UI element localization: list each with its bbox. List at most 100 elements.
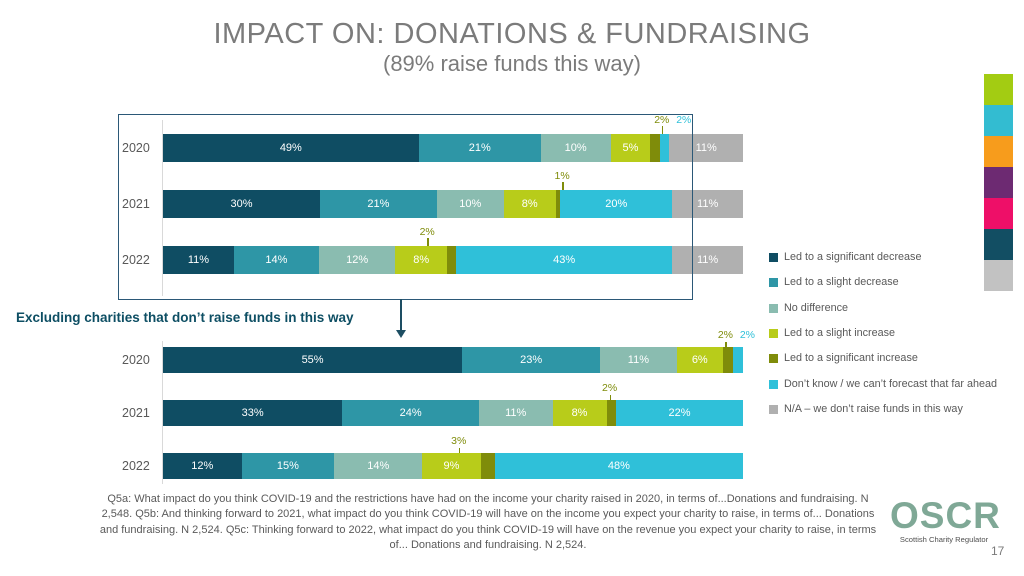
above-label-zone: 2%: [163, 382, 743, 400]
segment-label: 10%: [564, 142, 587, 154]
leader-tick: [562, 182, 564, 190]
bar-segment: 43%: [456, 246, 673, 274]
leader-tick: [661, 126, 664, 134]
above-bar-label: 2%: [676, 114, 692, 126]
above-label-zone: 2% 2%: [163, 329, 755, 347]
bar-track: 49% 21% 10% 5% 11%: [163, 134, 743, 162]
legend-item-label: N/A – we don’t raise funds in this way: [784, 402, 963, 415]
segment-label: 12%: [346, 254, 369, 266]
bar-segment: [722, 347, 733, 373]
year-label: 2020: [122, 353, 150, 367]
accent-swatch-5: [984, 229, 1013, 260]
segment-label: 6%: [691, 354, 708, 366]
oscr-logo: OSCR Scottish Charity Regulator: [890, 495, 1001, 544]
above-bar-label: 2%: [419, 226, 435, 238]
segment-label: 15%: [276, 460, 299, 472]
legend-swatch-icon: [769, 303, 778, 313]
bar-row-2022: 3% 2022 12% 15% 14% 9% 48%: [120, 435, 743, 479]
legend-item-6: N/A – we don’t raise funds in this way: [769, 402, 1019, 415]
chart-legend: Led to a significant decrease Led to a sl…: [769, 251, 1019, 429]
legend-item-5: Don’t know / we can’t forecast that far …: [769, 377, 1019, 390]
segment-label: 8%: [571, 407, 588, 419]
legend-swatch-icon: [769, 404, 778, 414]
bar-segment: 24%: [342, 400, 479, 426]
above-bar-label: 2%: [717, 329, 734, 341]
oscr-logo-text: OSCR: [890, 495, 1001, 536]
segment-label: 5%: [622, 142, 639, 154]
above-label-zone: 2% 2%: [163, 114, 743, 134]
segment-label: 11%: [505, 407, 527, 419]
segment-label: 11%: [187, 254, 210, 266]
segment-label: 55%: [301, 354, 324, 366]
above-bar-label: 2%: [602, 382, 618, 394]
legend-item-label: Don’t know / we can’t forecast that far …: [784, 377, 998, 390]
segment-label: 11%: [627, 354, 649, 366]
bar-segment: [650, 134, 660, 162]
accent-swatch-0: [984, 74, 1013, 105]
page-subtitle: (89% raise funds this way): [383, 51, 641, 77]
bar-track: 12% 15% 14% 9% 48%: [163, 453, 743, 479]
year-label: 2020: [122, 141, 150, 155]
bar-segment: 21%: [320, 190, 437, 218]
bar-segment: 14%: [334, 453, 423, 479]
segment-label: 49%: [279, 142, 302, 154]
bar-row-2021: 2% 2021 33% 24% 11% 8% 22%: [120, 382, 743, 426]
bar-line: 2020 55% 23% 11% 6%: [120, 347, 743, 373]
bar-segment: 30%: [163, 190, 321, 218]
bar-track: 30% 21% 10% 8% 20% 11%: [163, 190, 743, 218]
segment-label: 21%: [367, 198, 390, 210]
legend-swatch-icon: [769, 354, 778, 364]
bar-segment: 15%: [241, 453, 335, 479]
bar-segment: 49%: [163, 134, 419, 162]
above-bar-label: 1%: [554, 170, 570, 182]
bottom-chart-axis-line: [162, 341, 163, 484]
bar-segment: [480, 453, 495, 479]
leader-tick: [458, 448, 461, 453]
bar-track: 11% 14% 12% 8% 43% 11%: [163, 246, 744, 274]
flow-arrow-head-icon: [396, 330, 406, 338]
bar-segment: 12%: [319, 246, 396, 274]
bar-segment: 11%: [669, 134, 743, 162]
bar-row-2021: 1% 2021 30% 21% 10% 8% 20% 11%: [120, 170, 743, 218]
segment-label: 8%: [413, 254, 430, 266]
above-label-zone: 2%: [163, 226, 743, 246]
year-label: 2021: [122, 197, 150, 211]
chart-all-charities: 2% 2% 2020 49% 21% 10% 5% 11% 1% 2021 30% 21% 10% 8% 2…: [120, 114, 744, 282]
above-label-zone: 1%: [163, 170, 743, 190]
bar-segment: 8%: [503, 190, 556, 218]
chart-excluding-non-fundraisers: 2% 2% 2020 55% 23% 11% 6% 2% 2021 33% 24% 11% 8% 22% 3…: [120, 329, 755, 488]
legend-item-label: Led to a slight decrease: [784, 276, 899, 289]
legend-item-label: Led to a significant decrease: [784, 251, 922, 263]
leader-tick: [725, 342, 727, 347]
bar-segment: 20%: [560, 190, 673, 218]
legend-item-label: No difference: [784, 301, 849, 314]
accent-color-strip: [984, 74, 1013, 291]
segment-label: 21%: [468, 142, 491, 154]
bar-segment: 11%: [478, 400, 553, 426]
segment-label: 20%: [605, 198, 628, 210]
legend-swatch-icon: [769, 379, 778, 389]
accent-swatch-6: [984, 260, 1013, 291]
year-label: 2022: [122, 459, 150, 473]
legend-item-1: Led to a slight decrease: [769, 276, 1019, 289]
segment-label: 14%: [265, 254, 288, 266]
legend-item-2: No difference: [769, 301, 1019, 314]
accent-swatch-2: [984, 136, 1013, 167]
segment-label: 10%: [459, 198, 482, 210]
bar-segment: 11%: [672, 190, 743, 218]
legend-item-4: Led to a significant increase: [769, 352, 1019, 364]
segment-label: 11%: [697, 254, 719, 266]
segment-label: 11%: [695, 142, 717, 154]
segment-label: 22%: [668, 407, 691, 419]
bar-segment: 22%: [616, 400, 743, 426]
segment-label: 43%: [553, 254, 576, 266]
title-block: IMPACT ON: DONATIONS & FUNDRAISING (89% …: [0, 18, 1024, 78]
above-bar-label: 2%: [654, 114, 670, 126]
bar-segment: 6%: [676, 347, 723, 373]
bar-segment: 10%: [436, 190, 504, 218]
segment-label: 14%: [367, 460, 390, 472]
legend-swatch-icon: [769, 253, 778, 262]
flow-arrow-line: [400, 299, 402, 331]
bar-segment: 48%: [494, 453, 743, 479]
